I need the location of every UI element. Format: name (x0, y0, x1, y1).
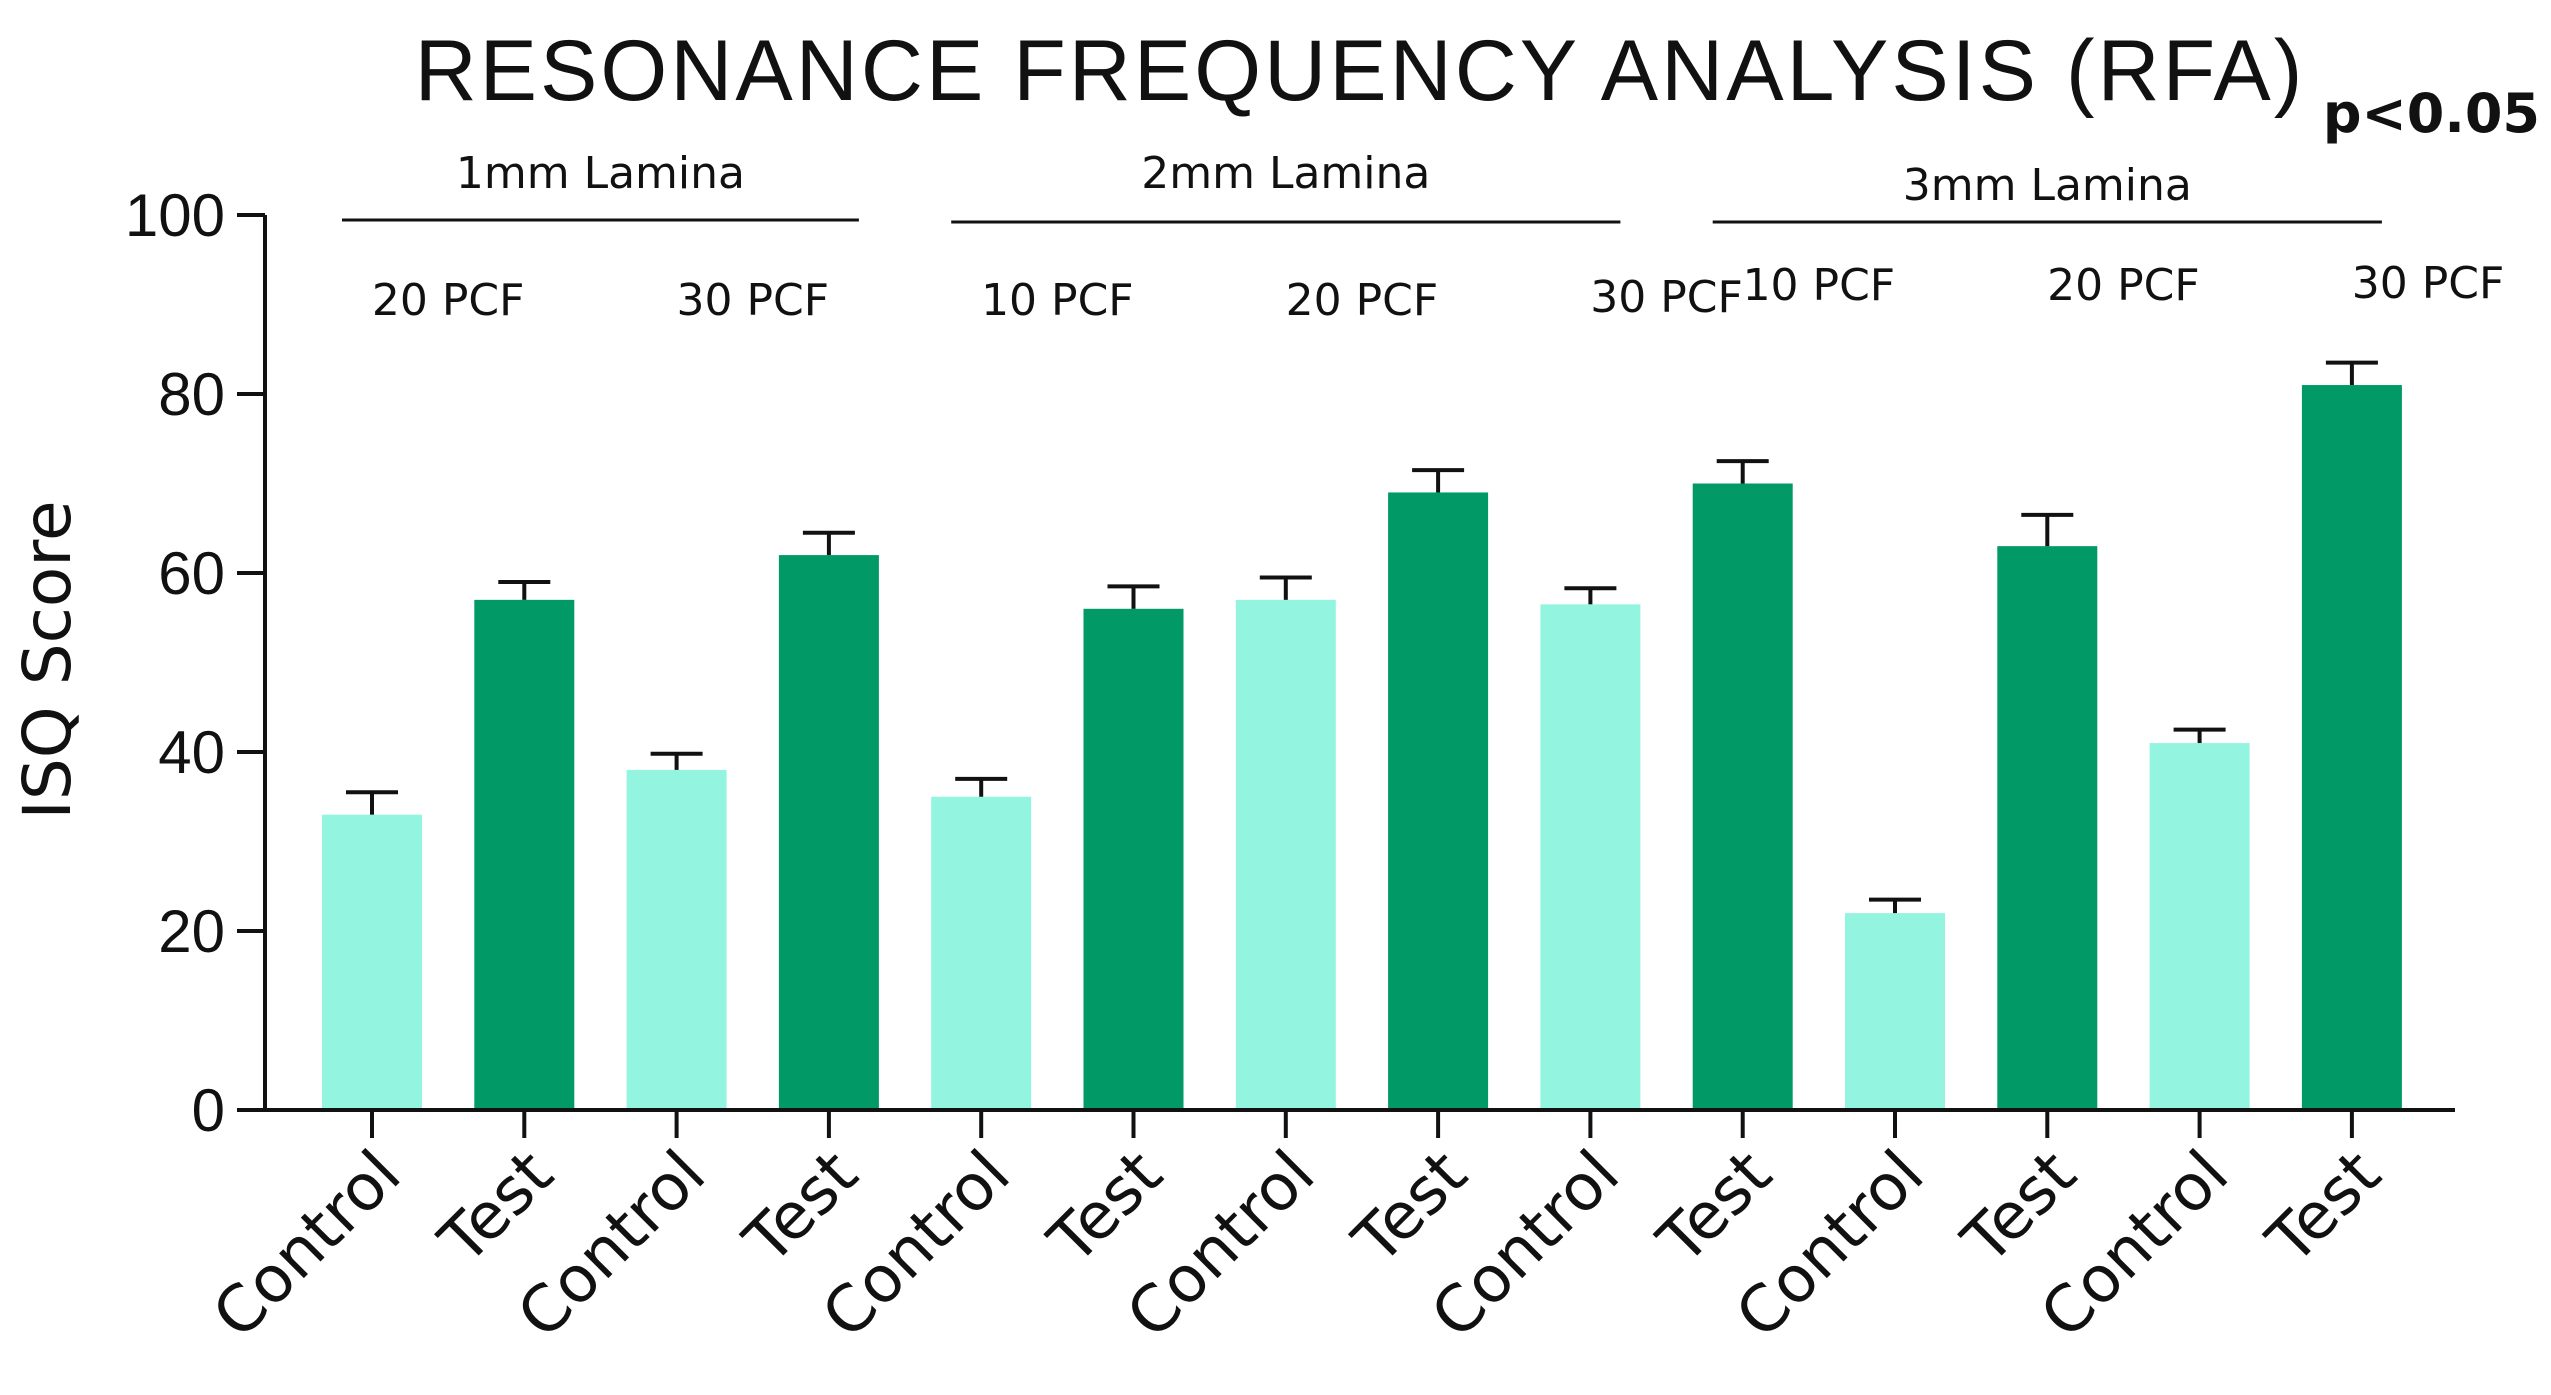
bar-control-9 (1540, 604, 1641, 1110)
density-label-3: 10 PCF (981, 275, 1134, 326)
bar-test-2 (474, 599, 575, 1110)
bar-test-6 (1083, 608, 1184, 1110)
bar-control-11 (1845, 913, 1945, 1110)
y-tick-label-60: 60 (158, 540, 225, 607)
bar-test-8 (1388, 492, 1489, 1110)
bar-control-3 (626, 769, 727, 1110)
x-category-label-14: Test (2253, 1137, 2395, 1279)
bar-test-10 (1692, 483, 1793, 1110)
bar-test-14 (2301, 385, 2402, 1110)
density-label-7: 20 PCF (2047, 260, 2200, 311)
x-category-label-1: Control (199, 1137, 415, 1353)
y-tick-label-80: 80 (158, 361, 225, 428)
bar-test-4 (778, 555, 879, 1110)
group-label-2: 2mm Lamina (1141, 148, 1430, 199)
bar-control-7 (1235, 599, 1336, 1110)
bar-test-12 (1997, 546, 2098, 1110)
chart-title: RESONANCE FREQUENCY ANALYSIS (RFA) (415, 23, 2306, 119)
density-label-2: 30 PCF (676, 275, 829, 326)
y-tick-label-40: 40 (158, 719, 225, 786)
y-tick-label-100: 100 (125, 182, 225, 249)
y-tick-label-0: 0 (192, 1077, 225, 1144)
density-label-4: 20 PCF (1286, 275, 1439, 326)
bar-control-13 (2149, 743, 2250, 1110)
group-label-1: 1mm Lamina (456, 148, 745, 199)
bar-control-1 (322, 814, 422, 1110)
y-tick-label-20: 20 (158, 898, 225, 965)
density-label-1: 20 PCF (372, 275, 525, 326)
p-value-annotation: p<0.05 (2323, 82, 2540, 145)
density-label-5: 30 PCF (1590, 272, 1743, 323)
y-axis-title: ISQ Score (9, 500, 86, 819)
bar-control-5 (931, 796, 1032, 1110)
group-label-3: 3mm Lamina (1903, 160, 2192, 211)
density-label-8: 30 PCF (2352, 258, 2505, 309)
density-label-6: 10 PCF (1743, 260, 1896, 311)
